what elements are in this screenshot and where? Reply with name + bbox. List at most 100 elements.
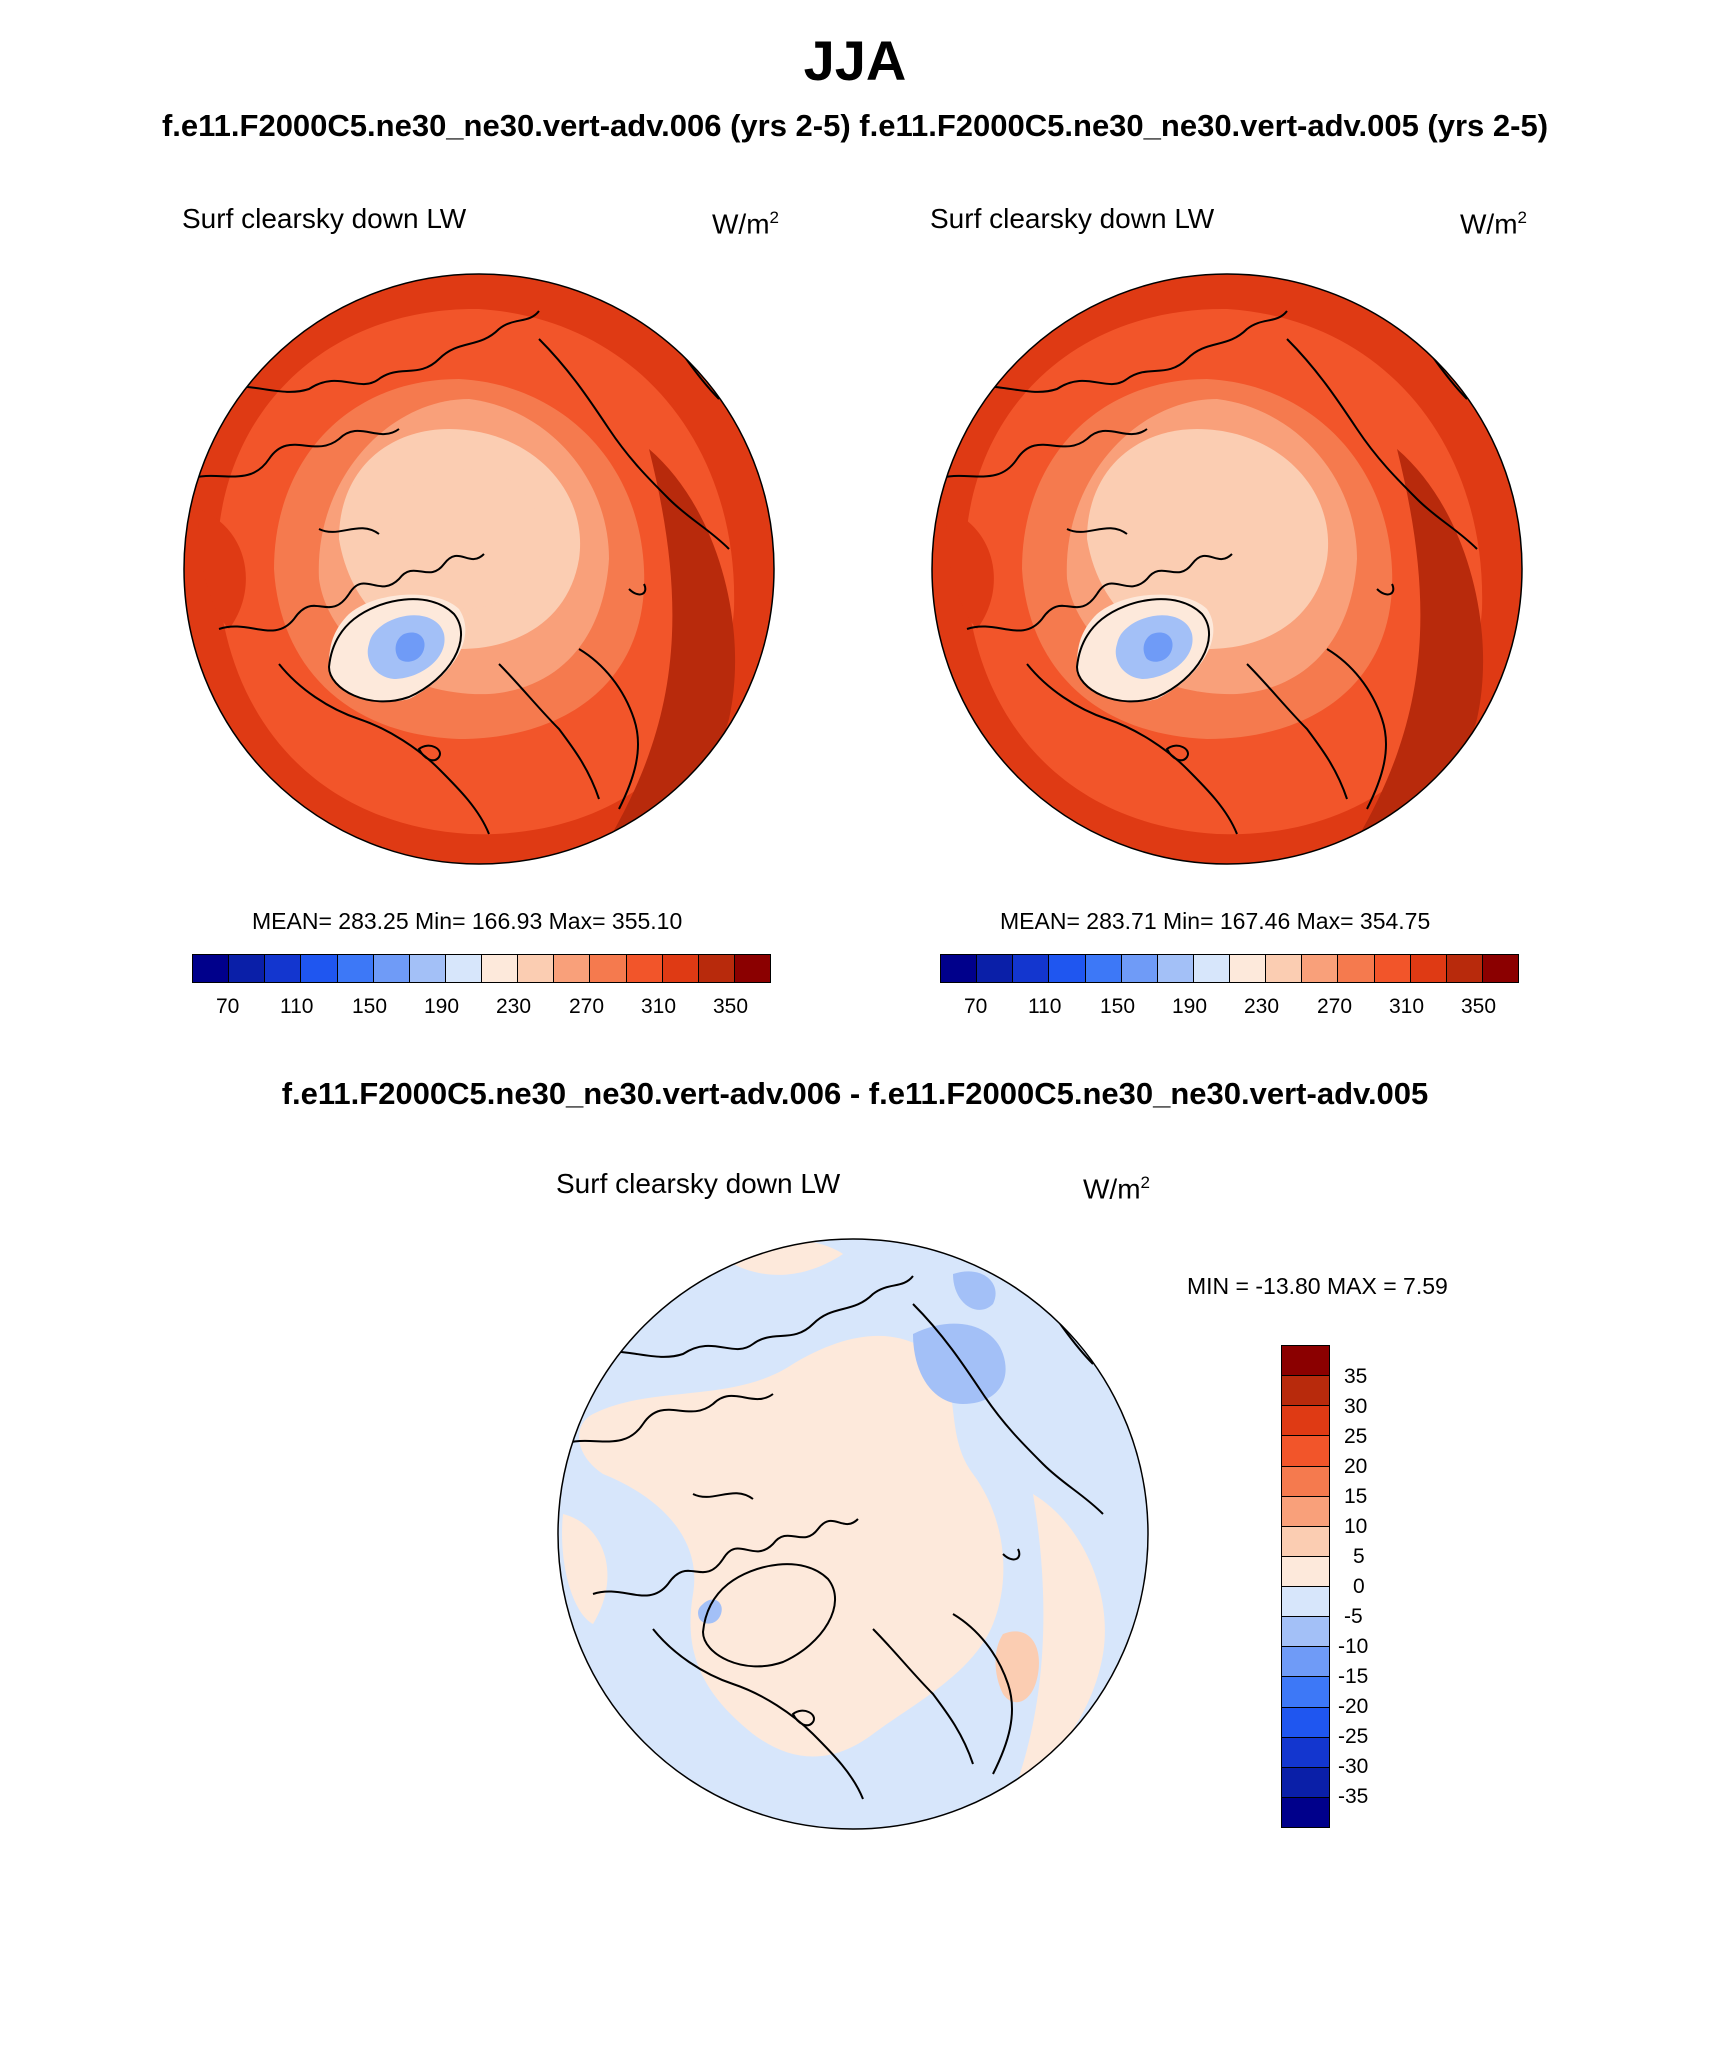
cb2-tick: 350 [1461,995,1497,1018]
figure-title: JJA [803,29,907,92]
diff-units-label: W/m2 [1083,1173,1150,1205]
cb2-tick: 150 [1100,995,1136,1018]
cb1-tick: 270 [569,995,605,1018]
cb1-swatch [337,955,374,982]
cb3-tick: 10 [1344,1515,1368,1538]
cb3-tick: 5 [1353,1545,1365,1568]
cb3-swatch [1282,1376,1329,1407]
cb1-swatch [698,955,735,982]
cb1-swatch [409,955,446,982]
cb1-swatch [373,955,410,982]
cb3-tick: 25 [1344,1425,1368,1448]
cb2-tick: 110 [1028,995,1062,1018]
cb1-swatch [193,955,230,982]
cb3-swatch [1282,1797,1329,1827]
cb3-tick: 30 [1344,1395,1368,1418]
cb3-swatch [1282,1496,1329,1527]
cb3-swatch [1282,1556,1329,1587]
cb3-swatch [1282,1526,1329,1557]
cb3-tick: -30 [1338,1755,1369,1778]
panel1-polar-map [183,273,775,865]
cb1-swatch [482,955,519,982]
cb3-swatch [1282,1406,1329,1437]
panel1-units-sup: 2 [769,208,779,227]
panel2-stats: MEAN= 283.71 Min= 167.46 Max= 354.75 [1000,908,1431,934]
cb1-swatch [554,955,591,982]
panel1-stats: MEAN= 283.25 Min= 166.93 Max= 355.10 [252,908,683,934]
cb1-tick: 310 [641,995,677,1018]
cb1-tick: 150 [352,995,388,1018]
cb3-tick: -10 [1338,1635,1369,1658]
cb2-swatch [1302,955,1339,982]
cb3-swatch [1282,1647,1329,1678]
diff-variable-label: Surf clearsky down LW [556,1168,841,1199]
cb2-swatch [1374,955,1411,982]
cb3-tick: 15 [1344,1485,1368,1508]
cb2-swatch [1049,955,1086,982]
cb1-tick: 190 [424,995,460,1018]
cb3-swatch [1282,1707,1329,1738]
case-title: f.e11.F2000C5.ne30_ne30.vert-adv.006 (yr… [161,108,1549,143]
cb3-tick: -15 [1338,1665,1369,1688]
cb3-swatch [1282,1587,1329,1618]
panel2-colorbar [940,954,1519,983]
cb1-swatch [518,955,555,982]
diff-units-sup: 2 [1140,1173,1150,1192]
cb3-swatch [1282,1346,1329,1377]
cb3-swatch [1282,1767,1329,1798]
cb1-swatch [662,955,699,982]
cb1-swatch [626,955,663,982]
diff-polar-map [557,1238,1149,1830]
cb2-swatch [941,955,978,982]
cb1-swatch [590,955,627,982]
diff-title: f.e11.F2000C5.ne30_ne30.vert-adv.006 - f… [281,1076,1429,1111]
cb2-swatch [1013,955,1050,982]
panel1-units-label: W/m2 [712,208,779,240]
panel2-units-sup: 2 [1517,208,1527,227]
cb3-swatch [1282,1677,1329,1708]
cb3-tick: -25 [1338,1725,1369,1748]
panel1-variable-label: Surf clearsky down LW [182,203,467,234]
diff-colorbar [1281,1345,1330,1828]
cb1-swatch [301,955,338,982]
cb2-swatch [1338,955,1375,982]
diff-stats: MIN = -13.80 MAX = 7.59 [1187,1273,1448,1299]
panel2-variable-label: Surf clearsky down LW [930,203,1215,234]
cb3-tick: -35 [1338,1785,1369,1808]
cb1-swatch [734,955,770,982]
cb1-tick: 350 [713,995,749,1018]
cb2-swatch [1410,955,1447,982]
cb2-swatch [1085,955,1122,982]
cb2-tick: 230 [1244,995,1280,1018]
cb1-swatch [265,955,302,982]
cb3-swatch [1282,1617,1329,1648]
diff-units: W/m [1083,1173,1141,1205]
panel2-units: W/m [1460,208,1518,240]
cb2-swatch [977,955,1014,982]
cb1-tick: 110 [280,995,314,1018]
cb2-swatch [1266,955,1303,982]
panel2-polar-map [931,273,1523,865]
cb3-tick: -20 [1338,1695,1369,1718]
cb1-swatch [445,955,482,982]
cb2-swatch [1482,955,1518,982]
cb2-swatch [1157,955,1194,982]
panel1-units: W/m [712,208,770,240]
cb2-swatch [1230,955,1267,982]
cb2-swatch [1446,955,1483,982]
cb2-tick: 310 [1389,995,1425,1018]
cb3-tick: 35 [1344,1365,1368,1388]
cb3-tick: 20 [1344,1455,1368,1478]
cb2-swatch [1193,955,1230,982]
cb2-swatch [1121,955,1158,982]
cb2-tick: 190 [1172,995,1208,1018]
cb3-swatch [1282,1436,1329,1467]
cb1-tick: 230 [496,995,532,1018]
panel1-colorbar [192,954,771,983]
cb3-swatch [1282,1466,1329,1497]
cb3-swatch [1282,1737,1329,1768]
cb3-tick: -5 [1344,1605,1363,1628]
cb1-tick: 70 [216,995,240,1018]
cb2-tick: 70 [964,995,988,1018]
panel2-units-label: W/m2 [1460,208,1527,240]
